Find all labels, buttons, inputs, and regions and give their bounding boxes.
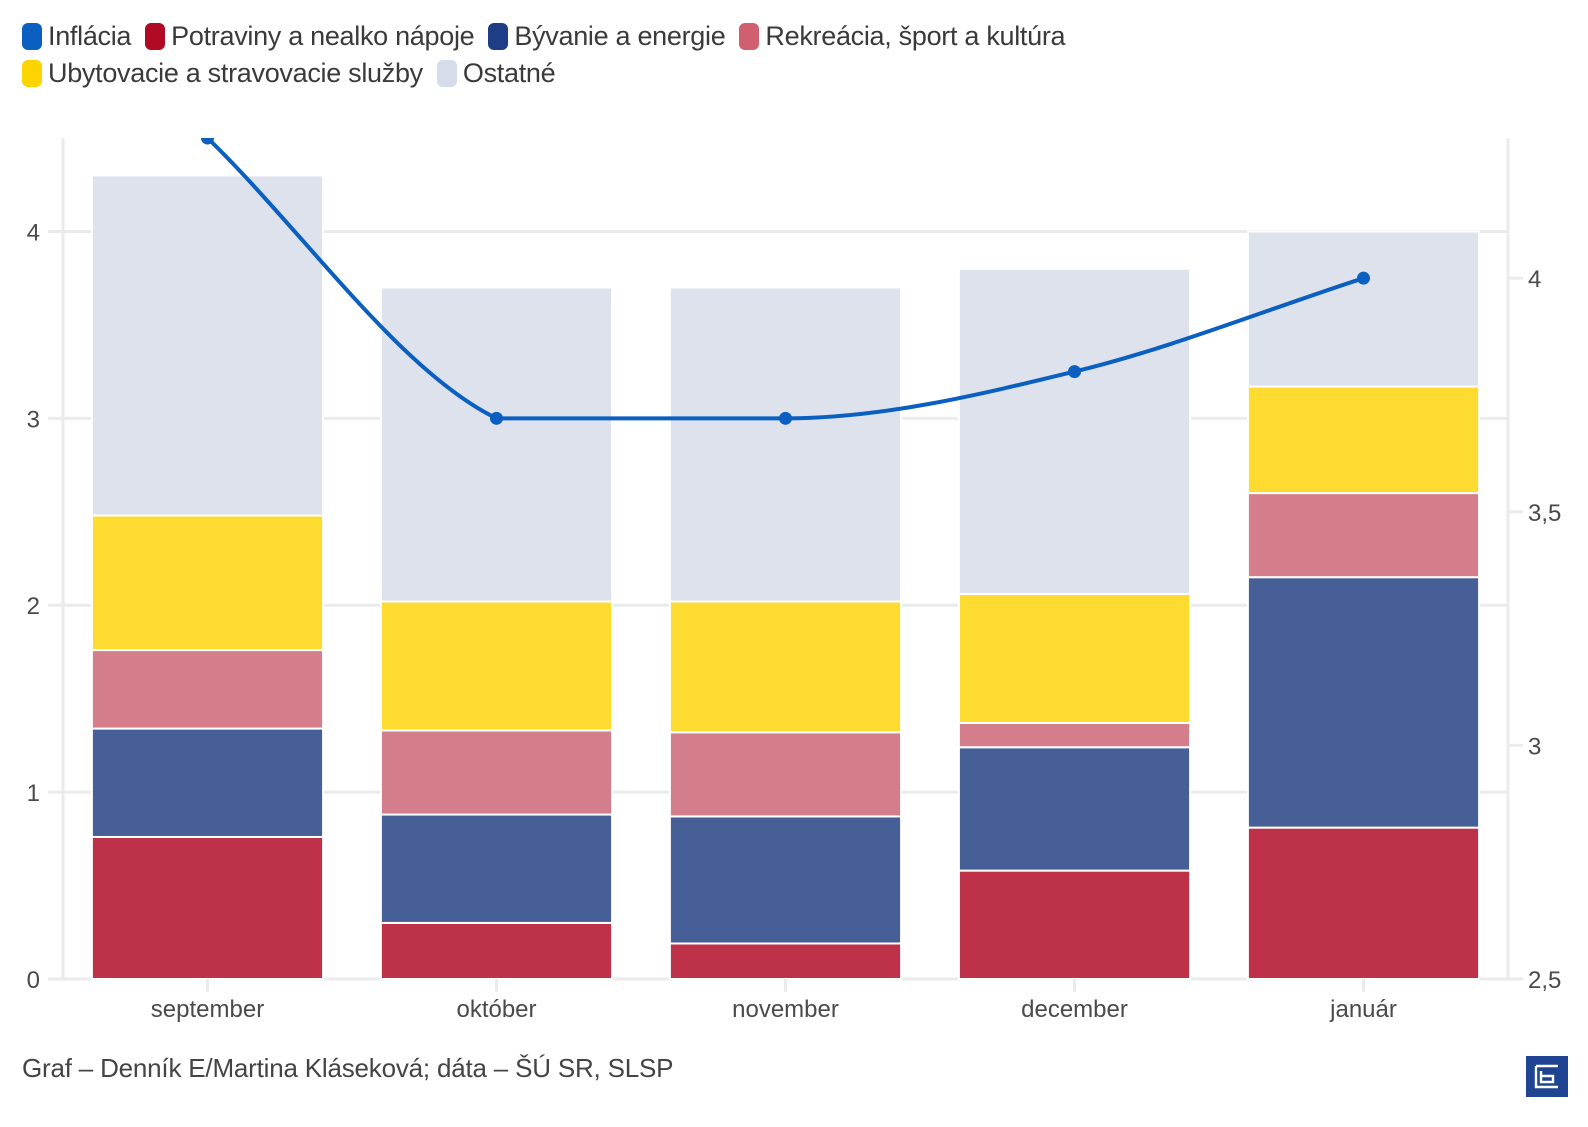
x-tick-label: november (732, 996, 839, 1023)
axes (61, 138, 1523, 992)
logo-glyph (1534, 1064, 1558, 1089)
legend-swatch (22, 60, 42, 87)
bar-segment (1246, 576, 1481, 829)
legend-row-1: Inflácia Potraviny a nealko nápoje Bývan… (22, 18, 1522, 55)
legend-swatch (739, 23, 760, 50)
bar-segment (668, 815, 903, 945)
y-right-tick-label: 3,5 (1528, 500, 1561, 527)
bar-segment (668, 286, 903, 603)
y-left-tick-label: 1 (27, 780, 40, 807)
legend: Inflácia Potraviny a nealko nápoje Bývan… (22, 18, 1522, 92)
tick-labels: 0 1 2 3 4 2,5 3 3,5 4 september október november dec… (27, 219, 1562, 1023)
bar-segment (957, 746, 1192, 872)
inflation-line (201, 138, 1370, 425)
inflation-point (490, 411, 503, 425)
bar-segment (90, 835, 325, 980)
legend-label: Potraviny a nealko nápoje (171, 21, 475, 51)
legend-label: Inflácia (48, 21, 132, 51)
bar-segment (1246, 492, 1481, 579)
inflation-line-group (201, 138, 1370, 425)
bar-segment (90, 514, 325, 652)
legend-label: Ostatné (462, 58, 556, 88)
legend-item-ubytovacie[interactable]: Ubytovacie a stravovacie služby (22, 58, 423, 89)
legend-swatch (488, 23, 509, 50)
inflation-point (779, 411, 792, 425)
bar-segment (957, 721, 1192, 749)
bar-segment (379, 813, 614, 924)
legend-swatch (436, 60, 457, 87)
legend-label: Rekreácia, šport a kultúra (765, 21, 1066, 51)
x-tick-label: október (456, 996, 536, 1023)
y-left-tick-label: 4 (27, 219, 40, 246)
legend-row-2: Ubytovacie a stravovacie služby Ostatné (22, 55, 1522, 92)
bar-segment (379, 729, 614, 816)
dennik-e-logo-icon (1526, 1056, 1568, 1097)
bar-segment (379, 921, 614, 981)
y-right-tick-label: 3 (1528, 733, 1541, 760)
bar-segment (379, 286, 614, 603)
bar-segment (379, 600, 614, 732)
y-left-tick-label: 2 (27, 593, 40, 620)
y-right-tick-label: 2,5 (1528, 967, 1561, 994)
legend-item-byvanie[interactable]: Bývanie a energie (488, 21, 726, 52)
legend-item-ostatne[interactable]: Ostatné (436, 58, 556, 89)
legend-item-rekreacia[interactable]: Rekreácia, šport a kultúra (739, 21, 1066, 52)
bar-segment (957, 869, 1192, 980)
bar-segment (668, 600, 903, 734)
y-left-tick-label: 0 (27, 967, 40, 994)
inflation-point (201, 138, 214, 145)
bar-segment (90, 727, 325, 838)
bar-segment (957, 267, 1192, 596)
bar-segment (957, 593, 1192, 724)
y-left-tick-label: 3 (27, 406, 40, 433)
bar-segment (1246, 385, 1481, 495)
bar-segment (668, 942, 903, 980)
bar-segment (1246, 230, 1481, 388)
legend-swatch (22, 23, 42, 50)
legend-item-inflacia[interactable]: Inflácia (22, 21, 131, 52)
x-tick-label: december (1021, 996, 1128, 1023)
inflation-point (1357, 271, 1370, 285)
bars (90, 174, 1481, 981)
legend-label: Ubytovacie a stravovacie služby (48, 58, 423, 88)
inflation-point (1068, 365, 1081, 379)
x-tick-label: september (151, 996, 264, 1023)
bar-segment (1246, 826, 1481, 980)
y-right-tick-label: 4 (1528, 266, 1541, 293)
legend-item-potraviny[interactable]: Potraviny a nealko nápoje (145, 21, 475, 52)
legend-label: Bývanie a energie (514, 21, 726, 51)
bar-segment (668, 731, 903, 818)
bar-segment (90, 174, 325, 517)
x-tick-label: január (1329, 996, 1397, 1023)
bar-segment (90, 649, 325, 730)
legend-swatch (145, 23, 166, 50)
source-credit: Graf – Denník E/Martina Kláseková; dáta … (22, 1053, 674, 1083)
